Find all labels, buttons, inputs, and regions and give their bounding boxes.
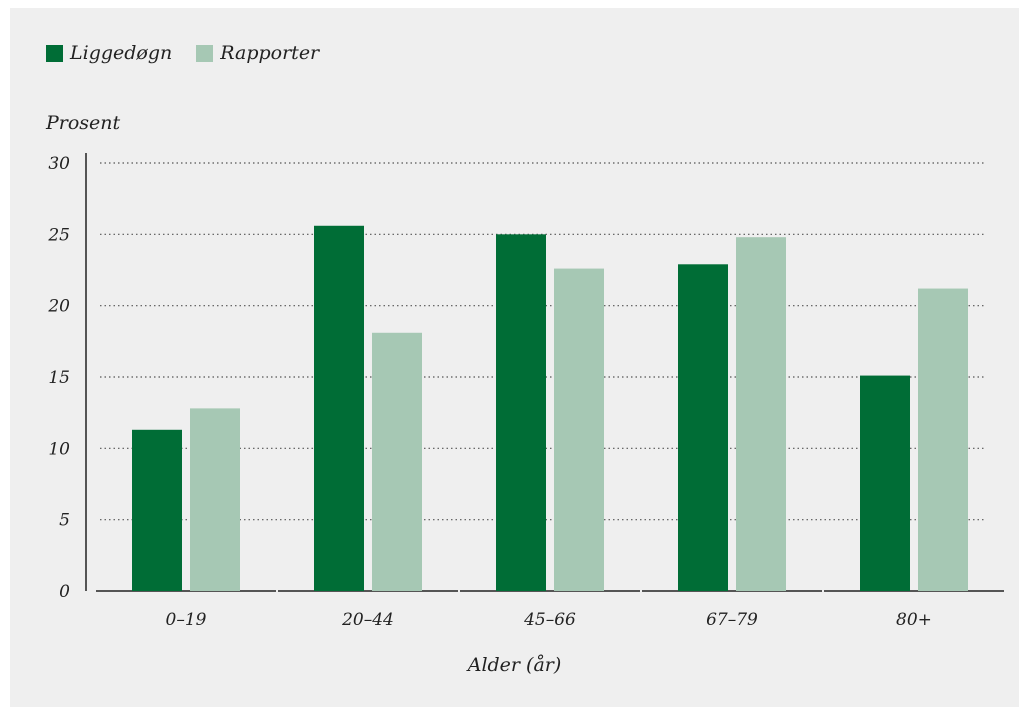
y-tick-label: 30 bbox=[48, 154, 70, 174]
legend-swatch-rapporter bbox=[196, 44, 214, 62]
x-tick-label: 80+ bbox=[896, 610, 932, 630]
bar-liggedogn bbox=[860, 375, 910, 591]
bar-rapporter bbox=[736, 237, 786, 592]
legend-item-liggedogn: Liggedøgn bbox=[46, 42, 172, 64]
y-tick-label: 5 bbox=[59, 511, 70, 531]
x-tick-label: 20–44 bbox=[341, 610, 394, 630]
y-tick-label: 10 bbox=[48, 439, 70, 459]
y-tick-label: 20 bbox=[47, 297, 70, 317]
bar-liggedogn bbox=[678, 264, 728, 591]
y-tick-label: 25 bbox=[47, 225, 70, 245]
chart-panel: Liggedøgn Rapporter Prosent 0 5 10 15 20 25 30… bbox=[10, 8, 1019, 707]
bar-rapporter bbox=[554, 268, 604, 591]
bar-liggedogn bbox=[496, 234, 546, 592]
legend-label-liggedogn: Liggedøgn bbox=[70, 42, 173, 64]
y-axis-label: Prosent bbox=[46, 112, 121, 134]
bar-liggedogn bbox=[132, 429, 182, 591]
x-tick-label: 45–66 bbox=[523, 610, 576, 630]
legend: Liggedøgn Rapporter bbox=[46, 42, 343, 64]
y-tick-label: 15 bbox=[48, 368, 70, 388]
x-tick-label: 67–79 bbox=[706, 610, 758, 630]
y-tick-label: 0 bbox=[59, 582, 70, 602]
x-axis-label: Alder (år) bbox=[467, 654, 562, 676]
bar-rapporter bbox=[190, 408, 240, 591]
legend-swatch-liggedogn bbox=[46, 44, 63, 62]
x-tick-label: 0–19 bbox=[166, 610, 207, 630]
bar-chart: 0 5 10 15 20 25 30 0–19 20–44 45–66 67–79 80+ bbox=[47, 153, 1004, 630]
bar-liggedogn bbox=[314, 225, 364, 592]
legend-label-rapporter: Rapporter bbox=[220, 42, 320, 64]
legend-item-rapporter: Rapporter bbox=[196, 42, 319, 64]
bar-rapporter bbox=[372, 332, 422, 591]
bar-rapporter bbox=[918, 288, 968, 591]
